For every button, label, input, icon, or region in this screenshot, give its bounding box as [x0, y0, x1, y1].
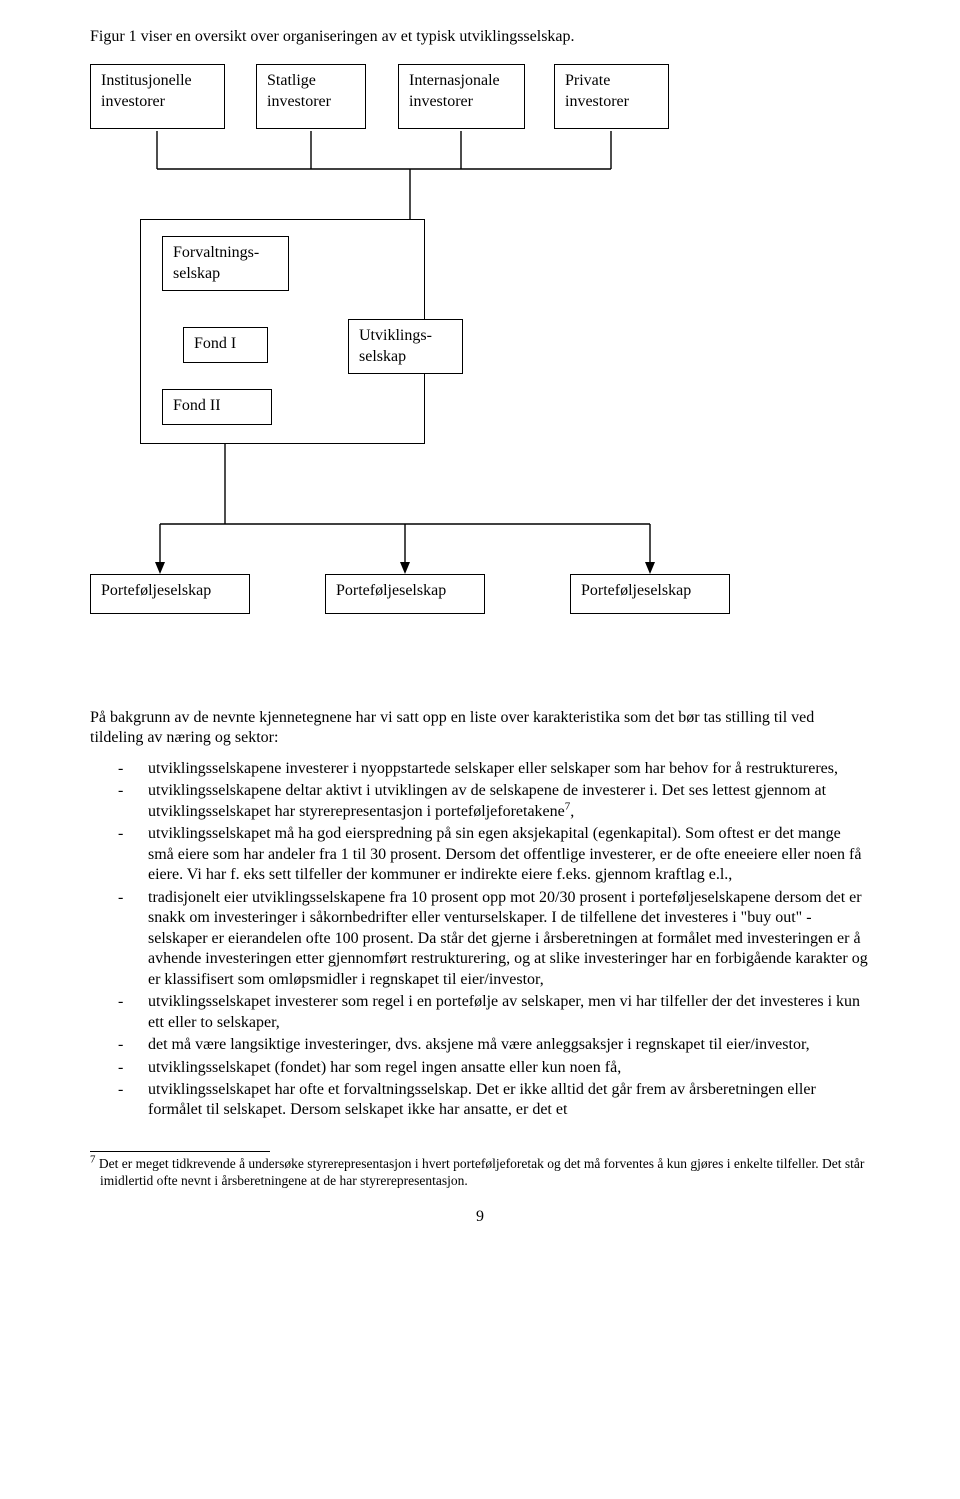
- box-portfolio-1: Porteføljeselskap: [90, 574, 250, 614]
- box-management-company: Forvaltnings-selskap: [162, 236, 289, 291]
- list-item: tradisjonelt eier utviklingsselskapene f…: [118, 888, 870, 990]
- lead-paragraph: På bakgrunn av de nevnte kjennetegnene h…: [90, 708, 870, 749]
- list-item: utviklingsselskapet investerer som regel…: [118, 992, 870, 1033]
- box-international-investors: Internasjonale investorer: [398, 64, 525, 129]
- box-institutional-investors: Institusjonelle investorer: [90, 64, 225, 129]
- characteristics-list: utviklingsselskapene investerer i nyopps…: [118, 759, 870, 1121]
- box-private-investors: Private investorer: [554, 64, 669, 129]
- figure-caption: Figur 1 viser en oversikt over organiser…: [90, 28, 870, 46]
- box-development-company: Utviklings-selskap: [348, 319, 463, 374]
- footnote-text: Det er meget tidkrevende å undersøke sty…: [96, 1156, 865, 1188]
- list-item-suffix: ,: [570, 803, 574, 820]
- list-item: utviklingsselskapet (fondet) har som reg…: [118, 1058, 870, 1078]
- org-diagram: Institusjonelle investorer Statlige inve…: [90, 64, 850, 694]
- page-number: 9: [90, 1208, 870, 1226]
- list-item: utviklingsselskapene investerer i nyopps…: [118, 759, 870, 779]
- footnote-rule: [90, 1151, 270, 1152]
- box-fund-1: Fond I: [183, 327, 268, 363]
- list-item: utviklingsselskapet må ha god eierspredn…: [118, 824, 870, 885]
- list-item-text: utviklingsselskapene deltar aktivt i utv…: [148, 782, 826, 819]
- page: Figur 1 viser en oversikt over organiser…: [0, 0, 960, 1266]
- box-fund-2: Fond II: [162, 389, 272, 425]
- footnote: 7 Det er meget tidkrevende å undersøke s…: [90, 1156, 870, 1190]
- list-item: utviklingsselskapet har ofte et forvaltn…: [118, 1080, 870, 1121]
- box-portfolio-3: Porteføljeselskap: [570, 574, 730, 614]
- box-portfolio-2: Porteføljeselskap: [325, 574, 485, 614]
- box-state-investors: Statlige investorer: [256, 64, 366, 129]
- list-item: det må være langsiktige investeringer, d…: [118, 1035, 870, 1055]
- list-item: utviklingsselskapene deltar aktivt i utv…: [118, 781, 870, 822]
